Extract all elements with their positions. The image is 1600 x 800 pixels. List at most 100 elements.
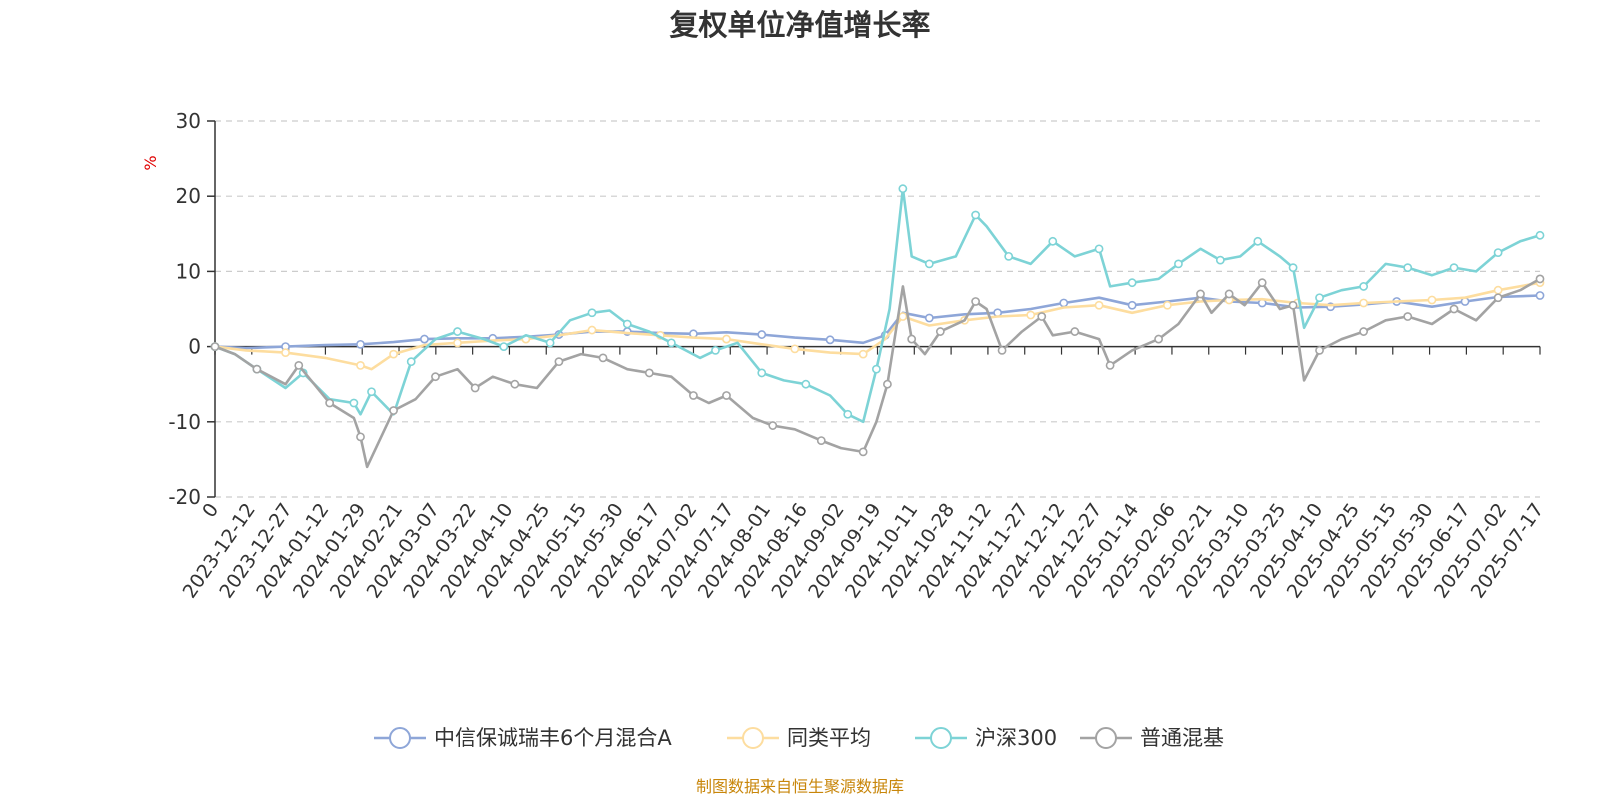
data-point — [843, 409, 853, 419]
x-axis: 02023-12-122023-12-272024-01-122024-01-2… — [179, 345, 1548, 602]
data-point — [997, 345, 1007, 355]
legend-label: 同类平均 — [787, 726, 871, 750]
data-point — [883, 379, 892, 389]
data-point — [1535, 230, 1545, 240]
data-point — [711, 345, 720, 355]
y-axis: -20 -10 0 10 20 30 — [168, 109, 216, 509]
source-note: 制图数据来自恒生聚源数据库 — [696, 777, 904, 796]
legend-label: 中信保诚瑞丰6个月混合A — [434, 726, 672, 750]
data-point — [420, 334, 429, 344]
data-point — [453, 327, 462, 336]
data-point — [389, 349, 398, 359]
y-tick-label: 10 — [176, 259, 201, 283]
data-point — [1253, 236, 1263, 246]
data-point — [858, 447, 868, 457]
y-tick-label: -10 — [168, 410, 201, 434]
data-point — [816, 436, 826, 445]
data-point — [1105, 360, 1115, 370]
data-point — [757, 330, 767, 339]
legend-label: 沪深300 — [975, 726, 1057, 750]
series-line — [213, 187, 1542, 424]
series-4 — [210, 274, 1545, 469]
series-2 — [210, 278, 1545, 371]
data-point — [924, 259, 934, 269]
data-point — [1004, 251, 1014, 261]
data-point — [389, 406, 398, 415]
data-point — [825, 335, 835, 345]
data-point — [722, 334, 731, 344]
y-axis-unit: % — [141, 155, 160, 170]
legend-item-2: 同类平均 — [727, 726, 871, 750]
data-point — [971, 297, 981, 306]
data-point — [1288, 263, 1298, 273]
data-point — [898, 312, 908, 321]
data-point — [1493, 248, 1503, 257]
legend-item-3: 沪深300 — [915, 726, 1057, 750]
data-point — [356, 339, 365, 349]
data-point — [367, 387, 376, 397]
legend-label: 普通混基 — [1140, 726, 1224, 750]
legend-marker — [389, 727, 411, 749]
data-point — [1026, 310, 1036, 320]
data-point — [1449, 304, 1459, 314]
data-point — [1094, 244, 1104, 254]
data-point — [349, 398, 359, 408]
data-point — [935, 327, 945, 336]
data-point — [406, 357, 416, 367]
data-point — [1535, 291, 1545, 300]
chart-title: 复权单位净值增长率 — [669, 8, 930, 42]
data-point — [1257, 278, 1267, 288]
data-point — [722, 391, 731, 400]
data-point — [1359, 298, 1369, 308]
y-tick-label: 20 — [176, 184, 201, 208]
data-point — [356, 360, 365, 370]
legend-marker — [1095, 727, 1117, 749]
data-point — [356, 432, 365, 442]
data-point — [1154, 334, 1163, 344]
legend-item-4: 普通混基 — [1080, 726, 1224, 750]
data-point — [1127, 278, 1137, 288]
data-point — [644, 368, 654, 378]
data-point — [1163, 300, 1172, 310]
data-point — [666, 338, 676, 348]
data-point — [1359, 282, 1369, 291]
data-point — [554, 357, 564, 367]
data-point — [1288, 300, 1298, 310]
data-point — [1174, 259, 1183, 269]
legend-marker — [930, 727, 952, 749]
data-point — [971, 210, 981, 220]
data-point — [1094, 300, 1104, 310]
data-point — [1427, 295, 1437, 305]
y-tick-label: 30 — [176, 109, 201, 133]
y-tick-label: -20 — [168, 485, 201, 509]
data-point — [1403, 263, 1413, 273]
data-point — [907, 334, 917, 344]
series-1 — [210, 291, 1545, 351]
legend-marker — [742, 727, 764, 749]
legend: 中信保诚瑞丰6个月混合A 同类平均 沪深300 普通混基 — [374, 726, 1224, 750]
data-point — [1315, 293, 1324, 303]
series-layer — [210, 184, 1545, 469]
data-point — [1449, 263, 1459, 273]
data-point — [790, 344, 800, 354]
data-point — [545, 338, 555, 348]
data-point — [252, 364, 262, 374]
data-point — [1070, 327, 1080, 336]
data-point — [1048, 236, 1058, 246]
x-tick-label: 0 — [198, 499, 223, 522]
data-point — [598, 353, 608, 363]
data-point — [499, 342, 509, 351]
data-point — [1535, 274, 1545, 284]
data-point — [871, 364, 881, 374]
y-tick-label: 0 — [188, 335, 201, 359]
data-point — [689, 391, 698, 400]
data-point — [1315, 345, 1324, 355]
series-line — [213, 277, 1542, 469]
data-point — [858, 349, 868, 359]
data-point — [281, 348, 290, 358]
series-line — [213, 281, 1542, 371]
data-point — [757, 368, 767, 378]
data-point — [210, 342, 220, 351]
data-point — [453, 338, 462, 348]
